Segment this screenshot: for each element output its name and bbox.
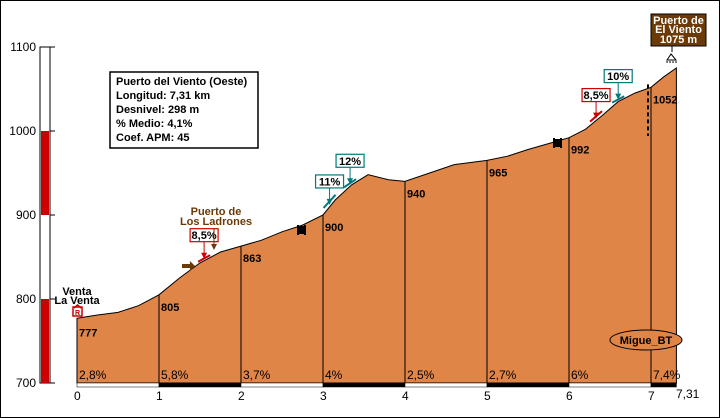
segment-grade-label: 6% bbox=[571, 368, 589, 382]
info-medio: % Medio: 4,1% bbox=[116, 118, 193, 130]
km-elevation-label: 965 bbox=[489, 167, 507, 179]
ramp-label-text: 11% bbox=[319, 176, 341, 188]
ramp-label-text: 8,5% bbox=[584, 90, 609, 102]
base-segment-4 bbox=[404, 382, 488, 388]
start-place: Venta La Venta R bbox=[54, 286, 100, 317]
segment-grade-labels: 2,8% 5,8% 3,7% 4% 2,5% 2,7% 6% 7,4% bbox=[79, 368, 681, 382]
y-tick-label: 1100 bbox=[10, 40, 36, 54]
ramp-label-text: 12% bbox=[339, 156, 361, 168]
tunnel-icon bbox=[553, 138, 562, 148]
ramp-arrow-icon bbox=[201, 252, 208, 259]
segment-grade-label: 4% bbox=[325, 368, 343, 382]
tunnel-icon bbox=[297, 225, 306, 235]
y-tick-label: 900 bbox=[16, 208, 36, 222]
ramp-arrow-icon bbox=[347, 178, 354, 185]
base-segment-5 bbox=[486, 382, 570, 388]
info-longitud: Longitud: 7,31 km bbox=[116, 90, 210, 102]
mid-pass-line2: Los Ladrones bbox=[180, 216, 252, 228]
ramp-label-text: 8,5% bbox=[192, 230, 217, 242]
mid-pass-arrow-icon bbox=[211, 244, 217, 250]
km-elevation-label: 777 bbox=[79, 327, 97, 339]
start-place-line1: Venta bbox=[62, 286, 92, 298]
author-label: Migue_BT bbox=[620, 335, 673, 347]
ramp-highlight bbox=[343, 178, 357, 189]
segment-grade-label: 2,8% bbox=[79, 368, 107, 382]
x-tick-label: 2 bbox=[238, 389, 245, 403]
base-segment-0 bbox=[76, 382, 160, 388]
info-coef: Coef. APM: 45 bbox=[116, 132, 190, 144]
km-elevation-label: 805 bbox=[161, 302, 179, 314]
ramp-label-text: 10% bbox=[607, 71, 629, 83]
mid-pass-line1: Puerto de bbox=[191, 206, 242, 218]
segment-grade-label: 2,7% bbox=[489, 368, 517, 382]
x-tick-label: 5 bbox=[484, 389, 491, 403]
x-tick-label: 1 bbox=[156, 389, 163, 403]
author-badge: Migue_BT bbox=[609, 329, 683, 351]
segment-grade-label: 3,7% bbox=[243, 368, 271, 382]
info-box: Puerto del Viento (Oeste) Longitud: 7,31… bbox=[109, 71, 259, 149]
ramp-arrow-icon bbox=[615, 93, 622, 100]
base-segment-1 bbox=[158, 382, 242, 388]
km-elevation-label: 863 bbox=[243, 253, 261, 265]
y-axis-ticks: 700 800 900 1000 1100 bbox=[9, 40, 55, 390]
restaurant-icon: R bbox=[72, 304, 83, 317]
segment-grade-label: 7,4% bbox=[653, 368, 681, 382]
summit-line3: 1075 m bbox=[660, 34, 698, 46]
km-elevation-label: 900 bbox=[325, 222, 343, 234]
elevation-scale-bar bbox=[39, 46, 51, 384]
km-elevation-label: 940 bbox=[407, 188, 425, 200]
km-elevation-label: 1052 bbox=[653, 94, 677, 106]
summit-label: Puerto de El Viento 1075 m bbox=[650, 13, 707, 63]
base-segment-7 bbox=[650, 382, 677, 388]
segment-grade-label: 2,5% bbox=[407, 368, 435, 382]
ramp-highlight bbox=[589, 110, 603, 123]
svg-text:R: R bbox=[75, 310, 80, 317]
base-segment-3 bbox=[322, 382, 406, 388]
base-segment-2 bbox=[240, 382, 324, 388]
y-tick-label: 800 bbox=[16, 292, 36, 306]
ramp-highlight bbox=[322, 194, 337, 209]
x-tick-label: 3 bbox=[320, 389, 327, 403]
summit-line2: El Viento bbox=[655, 24, 702, 36]
base-segment-6 bbox=[568, 382, 652, 388]
x-axis-end-label: 7,31 bbox=[676, 387, 700, 401]
km-elevation-label: 992 bbox=[571, 145, 589, 157]
ramp-highlight bbox=[611, 95, 625, 104]
segment-grade-label: 5,8% bbox=[161, 368, 189, 382]
x-tick-label: 0 bbox=[74, 389, 81, 403]
info-desnivel: Desnivel: 298 m bbox=[116, 104, 199, 116]
x-tick-label: 4 bbox=[402, 389, 409, 403]
direction-arrow-icon bbox=[182, 261, 195, 271]
summit-line1: Puerto de bbox=[653, 15, 704, 27]
km-elevation-labels: 777 805 863 900 940 965 992 1052 bbox=[79, 94, 677, 339]
y-tick-label: 700 bbox=[16, 376, 36, 390]
x-tick-label: 6 bbox=[566, 389, 573, 403]
summit-sign-icon bbox=[666, 53, 678, 63]
x-tick-label: 7 bbox=[648, 389, 655, 403]
x-axis-ticks: 0 1 2 3 4 5 6 7 bbox=[74, 389, 655, 403]
base-segment-bar bbox=[76, 382, 677, 388]
y-tick-label: 1000 bbox=[9, 124, 36, 138]
ramp-highlight bbox=[197, 254, 211, 263]
mid-pass: Puerto de Los Ladrones bbox=[180, 206, 252, 271]
start-place-line2: La Venta bbox=[54, 295, 100, 307]
info-title: Puerto del Viento (Oeste) bbox=[116, 76, 248, 88]
ramp-grade-labels: 8,5% 11% 12% 8,5% 10% bbox=[189, 68, 633, 263]
